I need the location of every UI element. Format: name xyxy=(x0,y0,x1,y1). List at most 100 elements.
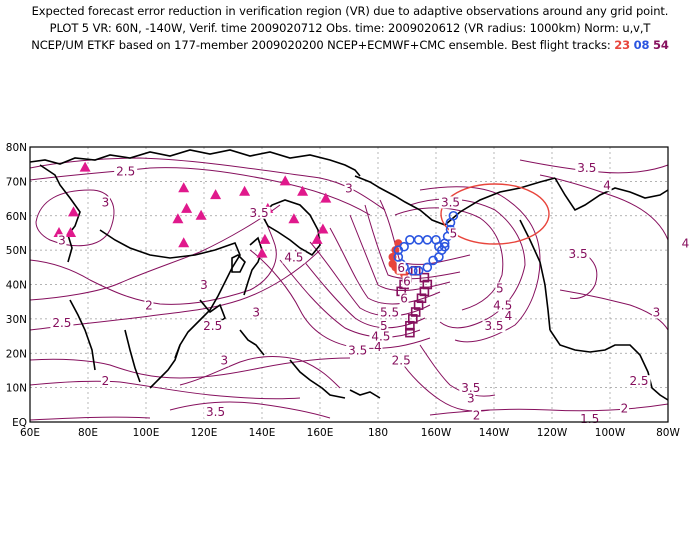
contour-label-bg xyxy=(402,275,412,288)
longitude-label: 80W xyxy=(656,427,680,439)
contour-label: 2.5 xyxy=(392,354,411,368)
contour-label: 3.5 xyxy=(206,405,225,419)
longitude-label: 120W xyxy=(537,427,568,439)
contour-label-bg xyxy=(251,306,261,319)
contour-label: 3 xyxy=(252,305,260,319)
observation-triangle xyxy=(288,213,300,224)
title-line-1: Expected forecast error reduction in ver… xyxy=(31,4,669,18)
latitude-label: 10N xyxy=(6,383,27,395)
contour-label-bg xyxy=(114,165,138,178)
contour-label: 3.5 xyxy=(250,206,269,220)
track-marker-red xyxy=(391,246,400,255)
contour-label: 4 xyxy=(374,340,382,354)
contour-label-bg xyxy=(575,162,599,175)
track-marker-blue xyxy=(407,265,418,276)
title-line-2: PLOT 5 VR: 60N, -140W, Verif. time 20090… xyxy=(49,21,651,35)
contour-label-bg xyxy=(373,340,383,353)
track-marker-purple xyxy=(410,307,421,317)
contour-label-bg xyxy=(369,330,393,343)
observation-triangle xyxy=(297,185,309,196)
contour-label-bg xyxy=(378,306,402,319)
contour-label: 2.5 xyxy=(116,165,135,179)
contour-label: 3.5 xyxy=(577,161,596,175)
contour-label-bg xyxy=(651,306,661,319)
track-marker-purple xyxy=(419,286,430,297)
contour-label-bg xyxy=(620,402,629,415)
contour-label-bg xyxy=(57,234,67,247)
contour-label: 3.5 xyxy=(441,195,460,209)
observation-triangle xyxy=(172,213,184,224)
contour-label: 4.5 xyxy=(493,299,512,313)
latitude-labels: 80N 70N 60N 50N 40N 30N 20N 10N EQ xyxy=(6,142,27,429)
longitude-label: 140E xyxy=(249,427,276,439)
contour-label: 2.5 xyxy=(52,316,71,330)
contour-lines xyxy=(29,157,669,421)
track-label-blue: 08 xyxy=(633,38,650,52)
contour-label: 1.5 xyxy=(580,412,599,426)
contour-label-bg xyxy=(448,227,458,240)
observation-triangle xyxy=(320,192,332,203)
observation-triangle xyxy=(195,209,207,220)
contour-label-bg xyxy=(466,392,476,405)
longitude-label: 160W xyxy=(421,427,452,439)
latitude-label: 50N xyxy=(6,245,27,257)
contour-label: 6 xyxy=(403,275,411,289)
latitude-label: 40N xyxy=(6,280,27,292)
observation-triangle xyxy=(178,182,190,193)
contour-label-bg xyxy=(219,354,229,367)
contour-label: 5 xyxy=(450,226,458,240)
track-marker-purple xyxy=(416,293,427,304)
contour-label: 3 xyxy=(653,305,661,319)
observation-triangle xyxy=(79,161,91,172)
contour-label: 5 xyxy=(496,281,504,295)
contour-label-bg xyxy=(602,179,612,192)
longitude-label: 80E xyxy=(78,427,98,439)
contour-label: 4.5 xyxy=(371,330,390,344)
latitude-label: 80N xyxy=(6,142,27,154)
title-line-3-prefix: NCEP/UM ETKF based on 177-member 2009020… xyxy=(31,38,611,52)
track-marker-blue xyxy=(422,262,433,273)
latitude-label: 70N xyxy=(6,176,27,188)
track-label-red: 23 xyxy=(614,38,631,52)
contour-label: 3 xyxy=(220,354,228,368)
contour-label-bg xyxy=(504,309,513,322)
latitude-label: 30N xyxy=(6,314,27,326)
contour-label-bg xyxy=(247,206,271,219)
longitude-labels: 60E 80E 100E 120E 140E 160E 180 160W 140W 120W 100… xyxy=(20,427,680,439)
contour-label-bg xyxy=(346,344,370,357)
track-label-purple: 54 xyxy=(652,38,669,52)
observation-triangle xyxy=(239,185,251,196)
contour-label: 5.5 xyxy=(380,305,399,319)
contour-label-bg xyxy=(344,182,354,195)
contour-label-bg xyxy=(201,320,225,333)
track-marker-blue xyxy=(445,217,456,228)
track-marker-purple xyxy=(405,327,415,338)
contour-label: 3.5 xyxy=(461,381,480,395)
track-marker-purple xyxy=(407,314,418,324)
contour-label-bg xyxy=(627,375,651,388)
latitude-label: 20N xyxy=(6,348,27,360)
track-marker-purple xyxy=(419,272,430,283)
contour-label: 6 xyxy=(397,261,405,275)
observation-triangle xyxy=(178,237,190,248)
contour-label-bg xyxy=(282,251,306,264)
contour-label-bg xyxy=(100,196,110,209)
contour-label-bg xyxy=(495,282,505,295)
track-marker-blue xyxy=(405,235,415,245)
track-marker-purple xyxy=(413,300,424,310)
contour-label: 2 xyxy=(145,299,153,313)
observation-triangle xyxy=(317,223,329,234)
longitude-label: 60E xyxy=(20,427,40,439)
contour-label-bg xyxy=(100,375,110,388)
track-marker-blue xyxy=(413,235,424,245)
contour-label: 4 xyxy=(682,237,690,251)
verification-region-circle xyxy=(440,183,550,245)
contour-label: 2 xyxy=(102,374,110,388)
contour-label: 3 xyxy=(467,391,475,405)
track-marker-purple xyxy=(405,320,415,331)
contour-label-bg xyxy=(396,261,406,274)
latitude-label: EQ xyxy=(12,417,27,429)
track-marker-blue xyxy=(393,252,404,262)
contour-label: 3 xyxy=(345,182,353,196)
contour-label: 2.5 xyxy=(629,374,648,388)
